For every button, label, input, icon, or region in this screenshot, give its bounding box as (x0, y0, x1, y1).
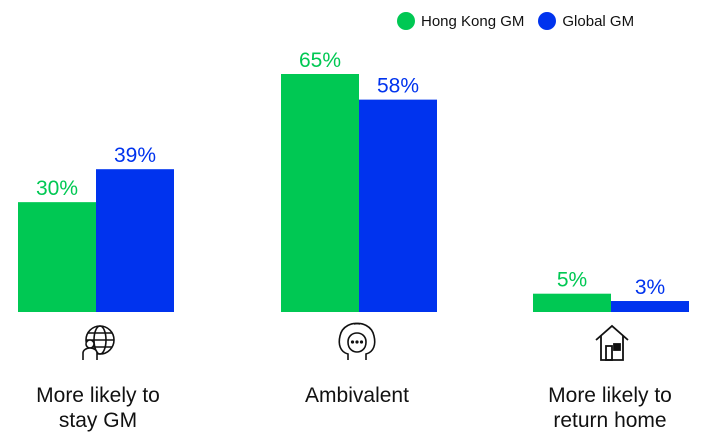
legend-swatch-global (538, 12, 557, 30)
category-label-return-line2: return home (553, 409, 667, 432)
category-label-return: More likely to return home (500, 383, 705, 433)
category-label-ambivalent: Ambivalent (247, 383, 467, 408)
globe-person-icon (82, 325, 115, 360)
data-label-hong-kong-1: 65% (299, 49, 341, 72)
legend-label-global: Global GM (562, 12, 635, 30)
bar-global-1 (359, 99, 437, 312)
two-heads-thinking-icon (338, 322, 376, 360)
category-label-stay: More likely to stay GM (0, 383, 208, 433)
bar-hong-kong-1 (281, 74, 359, 312)
bar-global-0 (96, 169, 174, 312)
house-icon (595, 324, 629, 361)
legend-item-hong-kong: Hong Kong GM (397, 12, 524, 30)
legend-label-hong-kong: Hong Kong GM (421, 12, 525, 30)
data-label-hong-kong-2: 5% (557, 269, 587, 292)
bar-global-2 (611, 301, 689, 312)
data-label-global-1: 58% (377, 75, 419, 98)
category-label-ambivalent-line1: Ambivalent (305, 384, 409, 407)
data-label-global-0: 39% (114, 144, 156, 167)
category-label-stay-line2: stay GM (58, 409, 138, 432)
bar-hong-kong-0 (18, 202, 96, 312)
legend-item-global: Global GM (538, 12, 634, 30)
data-label-hong-kong-0: 30% (36, 177, 78, 200)
category-label-stay-line1: More likely to (36, 384, 160, 407)
data-label-global-2: 3% (635, 276, 665, 299)
category-label-return-line1: More likely to (548, 384, 672, 407)
bar-hong-kong-2 (533, 293, 611, 312)
legend-swatch-hong-kong (397, 12, 415, 30)
legend: Hong Kong GM Global GM (397, 12, 648, 30)
